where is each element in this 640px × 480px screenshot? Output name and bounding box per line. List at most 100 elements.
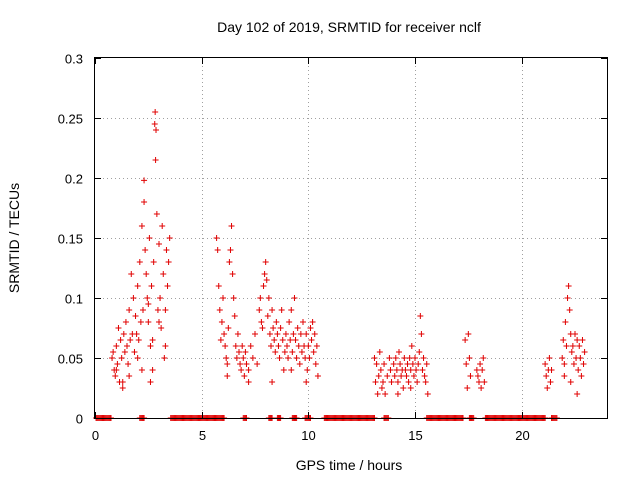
data-point: [270, 325, 277, 331]
data-point: [162, 343, 169, 349]
data-point: [165, 259, 172, 265]
data-point: [258, 319, 265, 325]
data-point: [574, 337, 581, 343]
chart-title: Day 102 of 2019, SRMTID for receiver ncl…: [217, 19, 481, 35]
data-point: [478, 385, 485, 391]
data-point: [419, 367, 426, 373]
data-point: [405, 379, 412, 385]
data-point: [226, 259, 233, 265]
data-point: [308, 337, 315, 343]
data-point: [479, 367, 486, 373]
data-point: [314, 373, 321, 379]
data-point: [166, 235, 173, 241]
data-point: [297, 331, 304, 337]
data-point: [310, 349, 317, 355]
data-point: [149, 367, 156, 373]
data-point: [214, 247, 221, 253]
y-tick-labels: 0 0.05 0.1 0.15 0.2 0.25 0.3: [58, 52, 83, 427]
data-point: [156, 319, 162, 325]
data-point: [309, 319, 316, 325]
y-tick-label: 0: [76, 412, 83, 427]
data-point: [564, 295, 571, 301]
data-point: [222, 343, 229, 349]
data-point: [273, 319, 280, 325]
data-point: [543, 373, 550, 379]
data-point: [293, 355, 300, 361]
x-tick-label: 5: [199, 428, 206, 443]
data-point: [407, 385, 414, 391]
data-point: [120, 331, 127, 337]
data-point: [141, 177, 148, 184]
data-point: [142, 247, 149, 253]
data-point: [413, 367, 420, 373]
data-point: [119, 385, 126, 391]
data-point: [162, 307, 169, 313]
data-point: [567, 379, 574, 385]
grid-lines: [95, 58, 607, 418]
data-point: [110, 349, 117, 355]
data-point: [236, 349, 242, 355]
data-point: [384, 373, 391, 379]
data-point: [149, 337, 156, 343]
data-point: [126, 307, 133, 313]
data-point: [416, 349, 423, 355]
data-point: [303, 379, 310, 385]
data-point: [542, 361, 549, 367]
data-point: [382, 391, 389, 397]
data-point: [147, 379, 154, 385]
data-point: [374, 391, 381, 397]
data-point: [143, 271, 150, 277]
data-point: [464, 385, 471, 391]
plot-frame: [94, 57, 608, 419]
data-point: [163, 247, 170, 253]
data-point: [380, 379, 386, 385]
data-point: [278, 307, 285, 313]
data-point: [223, 355, 230, 361]
data-point: [141, 199, 148, 205]
data-point: [239, 343, 246, 349]
data-point: [274, 331, 281, 337]
data-point: [150, 259, 157, 265]
data-point: [225, 325, 232, 331]
data-point: [561, 361, 568, 367]
data-point: [473, 367, 480, 373]
data-point: [561, 373, 568, 379]
data-point: [130, 295, 137, 301]
data-point: [576, 343, 583, 349]
data-point: [396, 349, 402, 355]
data-point: [400, 385, 407, 391]
axis-ticks: [95, 58, 607, 419]
data-point: [119, 379, 126, 385]
data-point: [276, 355, 283, 361]
data-point: [424, 391, 431, 397]
data-point: [227, 247, 234, 253]
data-point: [126, 373, 133, 379]
data-point: [397, 361, 404, 367]
data-point: [132, 313, 139, 319]
data-point: [423, 361, 430, 367]
data-point: [122, 319, 129, 325]
data-point: [261, 271, 268, 277]
data-point: [300, 319, 306, 325]
data-point: [282, 331, 289, 337]
data-point: [153, 127, 160, 133]
data-point: [480, 355, 487, 361]
data-point: [269, 379, 276, 385]
data-point: [398, 373, 405, 379]
data-point: [231, 313, 238, 319]
data-point: [138, 367, 145, 373]
data-point: [144, 295, 151, 301]
data-point: [224, 373, 231, 379]
data-point: [548, 367, 555, 373]
data-point: [128, 271, 135, 277]
y-tick-label: 0.05: [58, 352, 83, 367]
y-tick-label: 0.25: [58, 112, 83, 127]
data-point: [407, 367, 414, 373]
data-point: [546, 355, 553, 361]
data-point: [298, 349, 305, 355]
data-point: [387, 367, 394, 373]
data-point: [113, 343, 120, 349]
data-point: [224, 361, 231, 367]
data-point: [220, 295, 226, 301]
data-point: [260, 283, 267, 289]
